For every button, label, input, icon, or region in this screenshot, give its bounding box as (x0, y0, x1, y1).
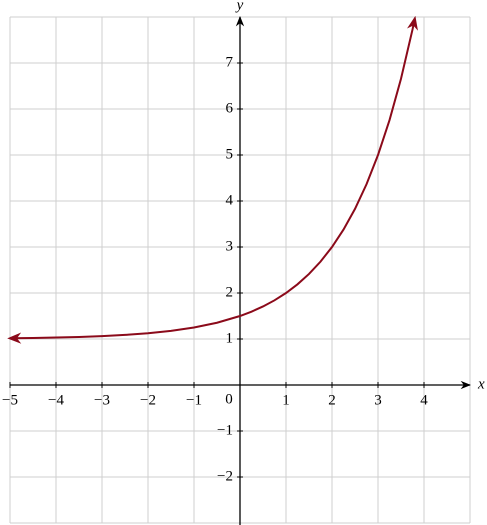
y-tick-label: −2 (217, 468, 233, 484)
x-axis-label: x (477, 376, 485, 392)
origin-label: 0 (225, 391, 233, 407)
y-tick-label: 2 (226, 284, 234, 300)
y-tick-label: 1 (226, 330, 234, 346)
x-tick-label: 3 (374, 392, 382, 408)
x-tick-label: −5 (2, 392, 18, 408)
curve (7, 15, 418, 344)
axes (10, 15, 472, 525)
y-tick-label: 7 (226, 54, 234, 70)
y-tick-label: 6 (226, 100, 234, 116)
x-tick-label: −1 (186, 392, 202, 408)
x-tick-label: 4 (420, 392, 428, 408)
y-tick-label: 5 (226, 146, 234, 162)
x-tick-label: −3 (94, 392, 110, 408)
y-tick-label: 3 (226, 238, 234, 254)
x-tick-label: 1 (282, 392, 290, 408)
y-tick-label: 4 (226, 192, 234, 208)
y-axis-label: y (235, 0, 244, 13)
x-tick-label: 2 (328, 392, 336, 408)
x-tick-label: −4 (48, 392, 64, 408)
x-tick-label: −2 (140, 392, 156, 408)
y-tick-label: −1 (217, 422, 233, 438)
